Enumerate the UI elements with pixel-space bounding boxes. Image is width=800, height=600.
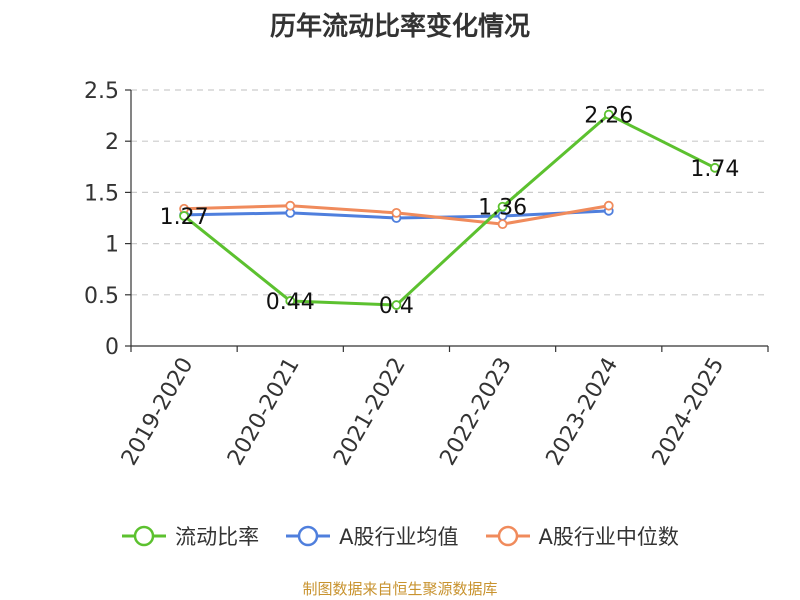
y-tick-label: 1.5 bbox=[84, 181, 119, 206]
data-point bbox=[391, 207, 402, 218]
data-point bbox=[179, 211, 189, 221]
legend-item[interactable]: 流动比率 bbox=[121, 521, 259, 551]
legend-item[interactable]: A股行业中位数 bbox=[485, 521, 679, 551]
y-tick-label: 1 bbox=[105, 233, 119, 258]
data-point bbox=[497, 201, 508, 212]
x-tick-label: 2021-2022 bbox=[329, 353, 411, 469]
series-lines bbox=[179, 109, 720, 310]
source-note: 制图数据来自恒生聚源数据库 bbox=[302, 580, 498, 598]
legend-label: A股行业中位数 bbox=[538, 525, 679, 549]
data-point bbox=[603, 200, 614, 211]
x-tick-label: 2022-2023 bbox=[435, 354, 517, 470]
x-tick-label: 2019-2020 bbox=[117, 354, 199, 470]
data-point bbox=[497, 219, 508, 230]
data-label: 0.4 bbox=[379, 294, 414, 319]
data-point bbox=[603, 109, 614, 120]
legend-label: A股行业均值 bbox=[339, 525, 459, 549]
x-tick-label: 2020-2021 bbox=[223, 354, 305, 470]
y-tick-label: 0.5 bbox=[84, 284, 119, 309]
data-point bbox=[285, 296, 296, 306]
y-tick-label: 2.5 bbox=[84, 79, 119, 104]
legend-item[interactable]: A股行业均值 bbox=[285, 521, 459, 551]
legend: 流动比率 A股行业均值 A股行业中位数 bbox=[0, 518, 800, 554]
data-label: 2.26 bbox=[584, 104, 633, 129]
grid-lines bbox=[131, 89, 768, 296]
data-label: 1.36 bbox=[478, 196, 527, 221]
data-label: 1.27 bbox=[160, 205, 209, 230]
y-tick-label: 2 bbox=[105, 130, 119, 155]
axes: 0 0.5 1 1.5 2 2.5 2019-2020 2020-2021 2021-2022 2… bbox=[84, 79, 769, 470]
data-point bbox=[285, 200, 296, 211]
legend-swatch-icon bbox=[122, 525, 167, 547]
legend-swatch-icon bbox=[286, 525, 331, 547]
data-labels: 1.27 0.44 0.4 1.36 2.26 1.74 bbox=[160, 104, 740, 319]
data-label: 1.74 bbox=[690, 157, 739, 182]
legend-label: 流动比率 bbox=[175, 525, 260, 549]
y-tick-label: 0 bbox=[105, 335, 119, 360]
x-tick-label: 2024-2025 bbox=[648, 354, 730, 470]
series-line-0 bbox=[183, 113, 716, 307]
chart-title: 历年流动比率变化情况 bbox=[269, 12, 530, 42]
legend-swatch-icon bbox=[485, 525, 530, 547]
data-point bbox=[710, 162, 720, 173]
data-label: 0.44 bbox=[266, 290, 315, 315]
x-tick-label: 2023-2024 bbox=[542, 354, 624, 470]
data-point bbox=[391, 300, 402, 310]
